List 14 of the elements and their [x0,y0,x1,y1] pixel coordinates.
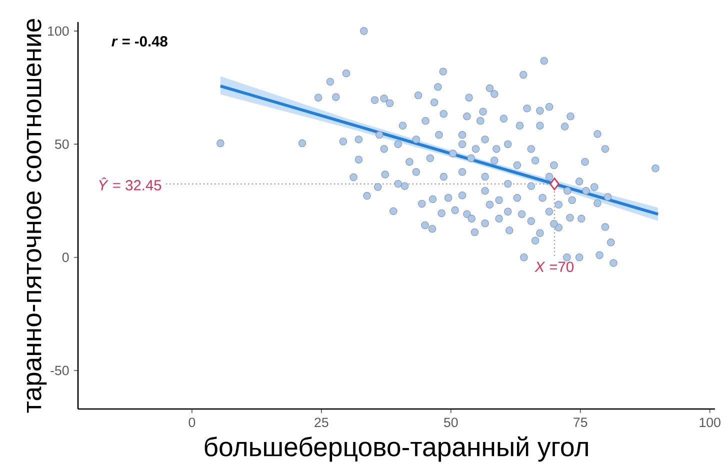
y-tick-label: 0 [62,252,69,262]
y-tick-label: 50 [55,139,69,149]
annotation: X =70 [534,262,574,272]
annotation: r = -0.48 [112,36,168,47]
x-axis-title: большеберцово-таранный угол [204,436,588,462]
y-tick-label: -50 [50,366,69,376]
x-tick-label: 75 [574,418,588,427]
annotation: Ŷ = 32.45 [99,177,162,190]
y-tick-label: 100 [48,26,69,36]
x-tick-label: 25 [314,418,328,428]
x-tick-label: 50 [444,418,458,428]
y-axis-title: таранно-пяточное соотношение [26,19,47,413]
x-tick-label: 0 [188,418,196,428]
x-tick-label: 100 [700,418,720,428]
